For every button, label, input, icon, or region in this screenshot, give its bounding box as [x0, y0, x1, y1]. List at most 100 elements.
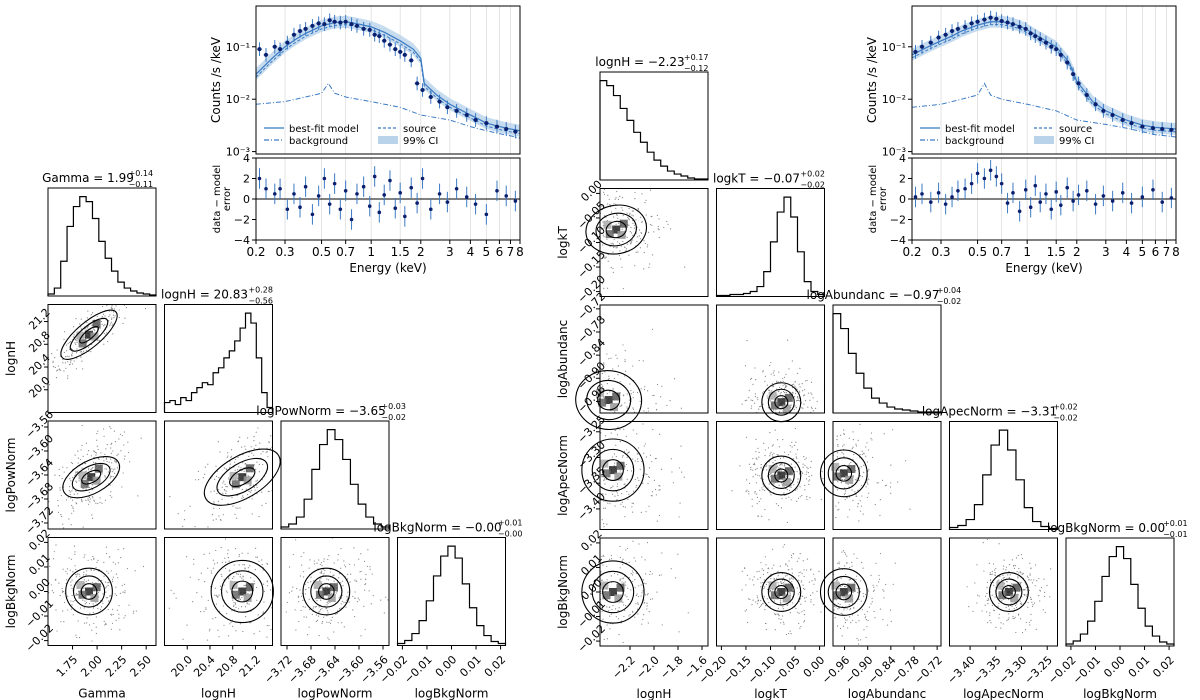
sample-point — [113, 472, 116, 474]
contours — [761, 382, 802, 423]
sample-point — [628, 451, 630, 453]
sample-point — [626, 449, 628, 451]
density-block — [608, 588, 617, 596]
sample-point — [622, 287, 624, 290]
sample-point — [104, 499, 107, 501]
sample-point — [223, 489, 226, 491]
data-point — [1017, 24, 1022, 29]
sample-point — [791, 360, 793, 362]
sample-point — [1025, 621, 1027, 624]
sample-point — [91, 629, 93, 631]
sample-point — [852, 446, 854, 448]
sample-point — [810, 381, 813, 383]
sample-point — [303, 552, 305, 554]
sample-point — [784, 463, 786, 465]
sample-point — [680, 445, 682, 447]
sample-point — [650, 494, 652, 497]
sample-point — [998, 543, 1000, 545]
sample-point — [1032, 603, 1034, 606]
sample-point — [615, 197, 617, 199]
x-tick-label: 0.00 — [1101, 654, 1128, 681]
param-title-sub: −0.00 — [498, 530, 523, 539]
sample-point — [340, 607, 342, 609]
sample-point — [646, 602, 648, 604]
contour-line — [995, 578, 1023, 606]
sample-point — [117, 453, 119, 455]
axes-frame — [716, 537, 825, 647]
x-axis-label: Energy (keV) — [349, 261, 426, 275]
sample-point — [92, 603, 94, 605]
sample-point — [55, 609, 57, 611]
sample-point — [54, 366, 56, 369]
sample-point — [57, 505, 59, 507]
sample-point — [183, 519, 186, 521]
sample-point — [308, 567, 310, 569]
legend-label: 99% CI — [403, 136, 438, 147]
sample-point — [833, 471, 835, 473]
sample-point — [618, 242, 621, 245]
sample-point — [622, 604, 625, 606]
sample-point — [256, 486, 258, 488]
sample-point — [353, 547, 355, 549]
sample-point — [757, 515, 759, 517]
sample-point — [319, 579, 321, 581]
sample-point — [1042, 609, 1044, 611]
sample-point — [764, 508, 766, 511]
sample-point — [127, 441, 129, 443]
sample-point — [631, 214, 633, 216]
sample-point — [791, 386, 794, 389]
sample-point — [1025, 595, 1028, 597]
sample-point — [790, 577, 793, 579]
sample-point — [783, 451, 786, 453]
sample-point — [838, 561, 840, 563]
sample-point — [265, 451, 267, 453]
sample-point — [616, 483, 619, 485]
param-title-sup: +0.14 — [129, 169, 154, 178]
resid-point — [1110, 199, 1115, 203]
x-axis-label: Energy (keV) — [1005, 261, 1082, 275]
sample-point — [1003, 559, 1005, 561]
background-line — [255, 82, 521, 139]
sample-point — [59, 369, 61, 371]
sample-point — [789, 489, 791, 492]
sample-point — [215, 603, 218, 605]
sample-point — [244, 567, 246, 569]
sample-point — [228, 570, 230, 572]
sample-point — [986, 587, 988, 589]
sample-point — [185, 556, 188, 558]
sample-point — [795, 400, 798, 402]
sample-point — [112, 314, 115, 316]
sample-point — [783, 583, 785, 585]
sample-point — [70, 524, 72, 526]
sample-point — [861, 476, 863, 478]
sample-point — [655, 494, 657, 496]
contour-line — [71, 462, 111, 492]
sample-point — [786, 574, 788, 576]
density-block — [245, 583, 254, 592]
sample-point — [844, 498, 846, 501]
sample-point — [213, 501, 215, 503]
param-title-logBkgNorm: logBkgNorm = −0.00+0.01−0.00 — [373, 519, 522, 539]
sample-point — [651, 491, 654, 493]
sample-point — [57, 365, 59, 367]
sample-point — [302, 599, 304, 602]
sample-point — [251, 513, 253, 515]
sample-point — [193, 558, 195, 560]
sample-point — [624, 350, 626, 352]
sample-point — [242, 575, 244, 577]
sample-point — [846, 562, 848, 564]
sample-point — [234, 469, 236, 471]
sample-point — [59, 487, 61, 489]
sample-point — [1039, 589, 1041, 591]
sample-point — [70, 581, 72, 583]
sample-point — [766, 395, 768, 397]
density-block — [315, 590, 324, 599]
sample-point — [87, 559, 89, 561]
sample-point — [836, 579, 839, 581]
sample-point — [333, 562, 335, 564]
param-title-text: logBkgNorm = −0.00 — [373, 521, 501, 535]
param-title-text: logPowNorm = −3.65 — [256, 404, 385, 418]
sample-point — [621, 207, 623, 209]
sample-point — [628, 218, 630, 220]
